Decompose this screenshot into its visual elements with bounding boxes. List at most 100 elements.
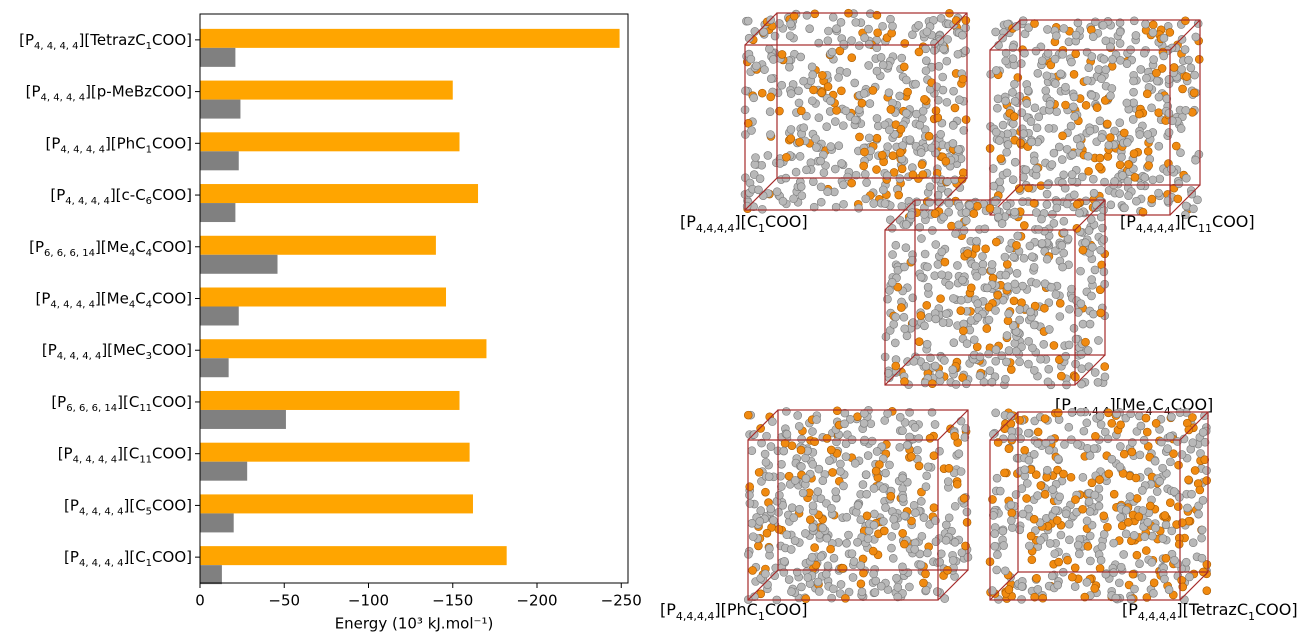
atom — [1151, 419, 1161, 428]
atom — [883, 368, 893, 378]
atom — [1147, 194, 1157, 204]
atom — [962, 339, 972, 348]
atom — [766, 130, 775, 139]
label-segment: COO] — [765, 600, 808, 619]
atom — [954, 449, 964, 458]
atom — [900, 539, 909, 549]
label-segment: COO] — [152, 444, 192, 462]
atom — [885, 286, 894, 295]
atom — [1138, 486, 1147, 495]
atom — [1090, 584, 1100, 593]
atom — [1184, 425, 1194, 435]
atom — [765, 44, 774, 54]
atom — [1070, 582, 1080, 591]
atom — [987, 260, 997, 269]
label-segment: [P — [42, 341, 57, 359]
atom — [944, 198, 954, 208]
atom — [1048, 210, 1057, 219]
atom — [947, 221, 956, 231]
atom — [842, 539, 851, 548]
atom — [929, 503, 939, 512]
atom — [1095, 475, 1104, 484]
label-segment: ][Me — [95, 289, 129, 307]
atom — [893, 592, 902, 602]
atom — [944, 463, 954, 473]
atom — [1049, 341, 1059, 350]
atom — [770, 31, 780, 41]
atom — [913, 445, 922, 455]
atom — [1104, 140, 1114, 150]
atom — [931, 106, 941, 115]
label-segment: [P — [1120, 212, 1136, 231]
atom — [1109, 489, 1119, 499]
atom — [1190, 466, 1200, 475]
atom — [1042, 200, 1052, 209]
atom — [1019, 253, 1029, 263]
atom — [778, 501, 788, 510]
atom — [1095, 411, 1105, 421]
atom — [950, 175, 960, 185]
atom — [897, 303, 906, 312]
box-edge — [884, 354, 916, 386]
x-tick-label: −200 — [516, 592, 557, 610]
atom — [996, 154, 1006, 163]
atom — [948, 139, 958, 148]
atom — [869, 484, 879, 493]
atom — [1106, 42, 1115, 52]
atom — [790, 536, 800, 545]
atom — [1007, 433, 1017, 443]
atom — [794, 98, 804, 108]
atom — [1129, 76, 1138, 86]
atom — [1119, 128, 1129, 138]
atom — [1118, 171, 1127, 180]
atom — [921, 66, 931, 76]
atom — [991, 237, 1001, 247]
atom — [1009, 252, 1018, 262]
atom — [990, 197, 1000, 207]
atom — [1106, 133, 1115, 142]
atom — [853, 501, 863, 510]
atom — [816, 197, 826, 207]
atom — [1055, 492, 1064, 502]
atom — [898, 493, 908, 503]
atom — [1202, 560, 1212, 569]
atom — [1022, 494, 1031, 503]
atom — [918, 106, 928, 116]
atom — [1030, 19, 1039, 28]
atom — [1143, 130, 1153, 139]
atom — [917, 234, 926, 243]
atom — [1096, 212, 1106, 222]
atom — [834, 73, 843, 82]
atom — [1202, 466, 1211, 475]
atom — [1173, 194, 1183, 204]
box-back — [1019, 19, 1201, 186]
atom — [1158, 534, 1168, 543]
atom — [949, 338, 959, 347]
atom — [780, 557, 789, 566]
atom — [1043, 48, 1053, 58]
atom — [914, 461, 924, 471]
atom — [1009, 119, 1018, 128]
atom — [1064, 422, 1074, 432]
label-segment: [P — [19, 30, 34, 48]
atom — [1085, 507, 1095, 516]
atom — [1082, 418, 1092, 428]
atom — [1183, 503, 1192, 513]
atom — [1174, 460, 1183, 470]
atom — [870, 509, 879, 519]
label-segment: C — [135, 289, 145, 307]
molecular-box — [880, 195, 1110, 390]
atom — [961, 23, 970, 33]
atom — [922, 56, 931, 65]
atom — [1095, 116, 1105, 126]
box-edge — [989, 411, 1019, 441]
atom — [914, 434, 924, 443]
molecular-box — [985, 407, 1212, 604]
atom — [1136, 421, 1146, 431]
atom — [817, 88, 826, 97]
molecular-box — [740, 8, 971, 214]
y-tick-label: [P4, 4, 4, 4][TetrazC1COO] — [19, 30, 192, 51]
y-tick-label: [P4, 4, 4, 4][MeC3COO] — [42, 341, 192, 362]
atom — [1023, 428, 1033, 438]
y-tick-label: [P4, 4, 4, 4][PhC1COO] — [46, 134, 193, 155]
